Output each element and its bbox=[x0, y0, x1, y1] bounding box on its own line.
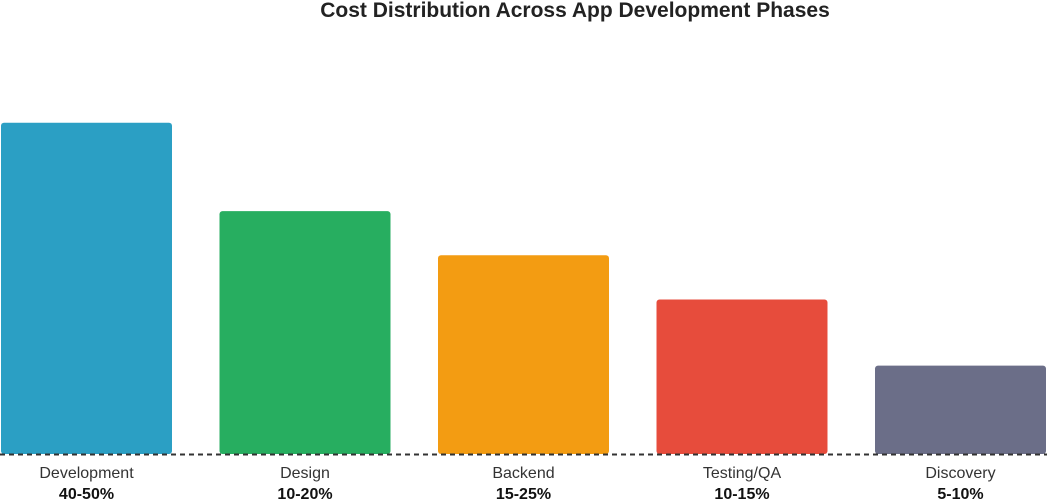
category-label: Development bbox=[39, 465, 134, 482]
category-label: Testing/QA bbox=[703, 465, 782, 482]
bar-development bbox=[1, 122, 172, 455]
value-label: 15-25% bbox=[496, 486, 551, 500]
value-label: 10-15% bbox=[714, 486, 769, 500]
chart-title: Cost Distribution Across App Development… bbox=[320, 0, 830, 22]
bar-backend bbox=[438, 255, 609, 454]
bar-design bbox=[219, 211, 391, 454]
category-label: Design bbox=[280, 465, 330, 482]
value-label: 40-50% bbox=[59, 486, 114, 500]
bar-testing-qa bbox=[656, 299, 828, 454]
labels-group: Development 40-50% Design 10-20% Backend 15-2… bbox=[39, 465, 995, 500]
category-label: Discovery bbox=[925, 465, 995, 482]
value-label: 5-10% bbox=[937, 486, 983, 500]
category-label: Backend bbox=[492, 465, 554, 482]
bars-group bbox=[1, 122, 1046, 455]
value-label: 10-20% bbox=[277, 486, 332, 500]
bar-discovery bbox=[875, 365, 1046, 454]
